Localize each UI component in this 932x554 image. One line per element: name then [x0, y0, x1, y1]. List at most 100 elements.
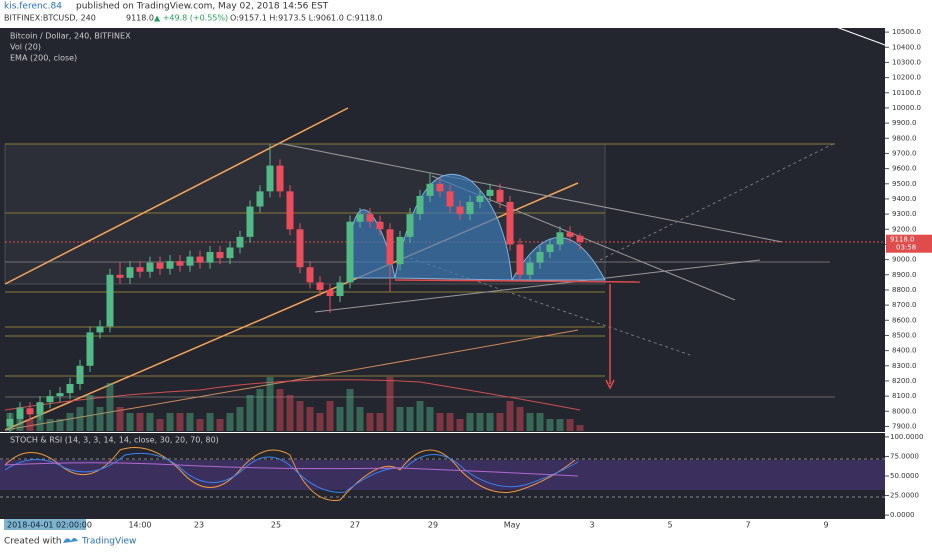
- candle-body: [576, 235, 584, 242]
- candle-body: [196, 256, 204, 263]
- volume-bar: [36, 413, 44, 431]
- price-axis-bg: [885, 28, 932, 520]
- candle-body: [186, 256, 194, 266]
- candle-body: [6, 418, 14, 427]
- volume-bar: [326, 401, 334, 431]
- cursor-time: 2018-04-01 02:00:00: [7, 521, 92, 530]
- volume-bar: [396, 407, 404, 431]
- candle-body: [276, 165, 284, 192]
- candle-body: [336, 282, 344, 297]
- x-tick-label: 27: [350, 521, 360, 530]
- legend-vol: Vol (20): [10, 43, 41, 52]
- y-tick-label: 10000.0: [892, 104, 921, 112]
- candle-body: [506, 201, 514, 245]
- y-tick-label: 10200.0: [892, 74, 921, 82]
- volume-bar: [146, 413, 154, 431]
- range-box: [4, 143, 606, 285]
- volume-bar: [446, 413, 454, 431]
- footer-created: Created with: [4, 537, 62, 547]
- candle-body: [446, 191, 454, 207]
- x-tick-label: 14:00: [128, 521, 151, 530]
- y-tick-label: 8800.0: [892, 286, 917, 294]
- candle-body: [416, 195, 424, 215]
- stoch-d: [4, 452, 579, 493]
- header-bg: [0, 0, 932, 28]
- y-tick-label: 10300.0: [892, 58, 921, 66]
- volume-bar: [356, 407, 364, 431]
- volume-bar: [186, 413, 194, 431]
- price-tag: [886, 234, 932, 253]
- volume-bar: [376, 413, 384, 431]
- volume-bar: [436, 413, 444, 431]
- volume-bar: [256, 389, 264, 431]
- trendline: [789, 9, 886, 46]
- x-tick-label: 29: [428, 521, 438, 530]
- change: ▲ +49.8 (+0.55%): [154, 14, 228, 23]
- y-tick-label: 8100.0: [892, 392, 917, 400]
- candle-body: [396, 236, 404, 265]
- candle-body: [316, 282, 324, 290]
- volume-bar: [246, 395, 254, 431]
- volume-bar: [486, 413, 494, 431]
- candle-body: [166, 261, 174, 269]
- volume-bar: [226, 413, 234, 431]
- volume-bar: [156, 419, 164, 431]
- candle-body: [566, 232, 574, 237]
- y-tick-label: 9600.0: [892, 165, 917, 173]
- y-tick-label: 8600.0: [892, 316, 917, 324]
- volume-bar: [106, 383, 114, 431]
- candle-body: [476, 195, 484, 202]
- candle-body: [436, 183, 444, 192]
- y-tick-label: 10500.0: [892, 28, 921, 36]
- y-tick-label: 9300.0: [892, 210, 917, 218]
- volume-bar: [76, 407, 84, 431]
- ohlc: O:9157.1 H:9173.5 L:9061.0 C:9118.0: [230, 14, 383, 23]
- volume-bar: [266, 377, 274, 431]
- candle-body: [246, 206, 254, 237]
- volume-bar: [406, 407, 414, 431]
- footer-brand[interactable]: TradingView: [81, 537, 136, 547]
- volume-bar: [556, 419, 564, 431]
- channel-top: [4, 107, 349, 285]
- candle-body: [326, 289, 334, 297]
- volume-bar: [286, 395, 294, 431]
- candle-body: [236, 236, 244, 248]
- rsi-title: STOCH & RSI (14, 3, 3, 14, 14, close, 30…: [10, 436, 219, 445]
- volume-bar: [196, 419, 204, 431]
- volume-bar: [66, 413, 74, 431]
- volume-bar: [346, 389, 354, 431]
- volume-bar: [386, 377, 394, 431]
- trendline: [314, 259, 761, 313]
- x-tick-label: 25: [271, 521, 281, 530]
- candle-body: [526, 262, 534, 275]
- candle-body: [76, 365, 84, 384]
- candle-body: [346, 221, 354, 283]
- candle-body: [116, 274, 124, 278]
- candle-body: [546, 244, 554, 253]
- volume-bar: [426, 407, 434, 431]
- x-tick-label: 23: [194, 521, 204, 530]
- footer-bg: [0, 530, 932, 550]
- rsi-band: [0, 460, 885, 490]
- rsi-tick-label: 50.0000: [890, 472, 919, 480]
- candle-body: [126, 267, 134, 278]
- candle-body: [376, 221, 384, 230]
- author[interactable]: kis.ferenc.84: [4, 2, 62, 12]
- volume-bar: [136, 413, 144, 431]
- y-tick-label: 9400.0: [892, 195, 917, 203]
- price-tag-label: 9118.0: [890, 236, 915, 244]
- candle-body: [496, 189, 504, 202]
- candle-body: [306, 267, 314, 283]
- candle-body: [296, 229, 304, 268]
- rsi: [4, 462, 579, 477]
- volume-bar: [216, 419, 224, 431]
- volume-bar: [466, 413, 474, 431]
- candle-body: [56, 393, 64, 397]
- vol-ma: [4, 379, 581, 411]
- candle-body: [146, 262, 154, 272]
- volume-bar: [456, 419, 464, 431]
- volume-bar: [536, 413, 544, 431]
- y-tick-label: 8500.0: [892, 331, 917, 339]
- candle-body: [206, 252, 214, 263]
